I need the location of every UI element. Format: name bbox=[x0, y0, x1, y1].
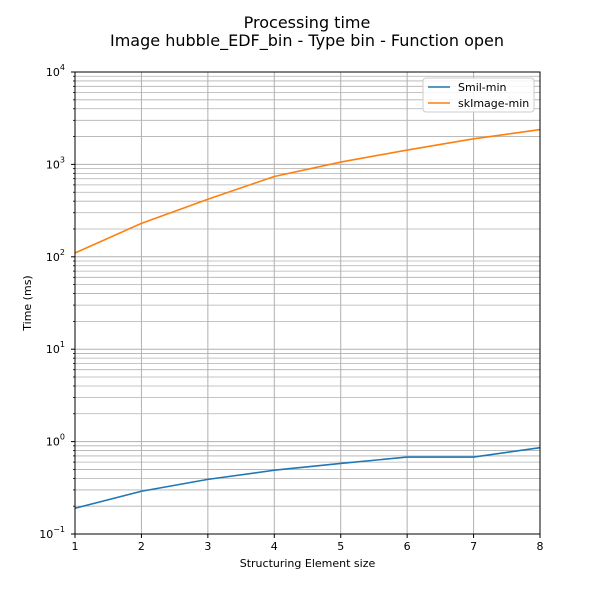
x-tick-label: 2 bbox=[138, 540, 145, 553]
y-tick-label: 104 bbox=[46, 63, 65, 79]
x-tick-label: 4 bbox=[271, 540, 278, 553]
chart-title: Processing time bbox=[244, 13, 371, 32]
y-tick-label: 10−1 bbox=[39, 525, 65, 541]
x-tick-label: 3 bbox=[204, 540, 211, 553]
legend-label-skimage-min: skImage-min bbox=[458, 97, 529, 110]
legend-box bbox=[422, 77, 535, 113]
axis-ticks: 1 2 3 4 5 6 7 8 10−1 100 101 102 103 104 bbox=[39, 63, 543, 553]
x-tick-label: 7 bbox=[470, 540, 477, 553]
legend-label-smil-min: Smil-min bbox=[458, 81, 507, 94]
y-tick-label: 103 bbox=[46, 155, 65, 171]
y-axis-label: Time (ms) bbox=[21, 275, 34, 331]
y-tick-label: 100 bbox=[46, 433, 65, 449]
x-axis-label: Structuring Element size bbox=[240, 557, 376, 570]
x-tick-label: 6 bbox=[404, 540, 411, 553]
x-tick-label: 1 bbox=[72, 540, 79, 553]
legend: Smil-min skImage-min bbox=[422, 77, 535, 113]
series-line-smil-min bbox=[74, 446, 541, 510]
plot-frame bbox=[74, 71, 541, 535]
y-tick-label: 102 bbox=[46, 248, 65, 264]
chart-subtitle: Image hubble_EDF_bin - Type bin - Functi… bbox=[110, 31, 504, 51]
x-tick-label: 5 bbox=[337, 540, 344, 553]
series-line-skimage-min bbox=[74, 128, 541, 254]
y-tick-label: 101 bbox=[46, 340, 65, 356]
series-lines bbox=[74, 128, 541, 510]
x-tick-label: 8 bbox=[537, 540, 544, 553]
